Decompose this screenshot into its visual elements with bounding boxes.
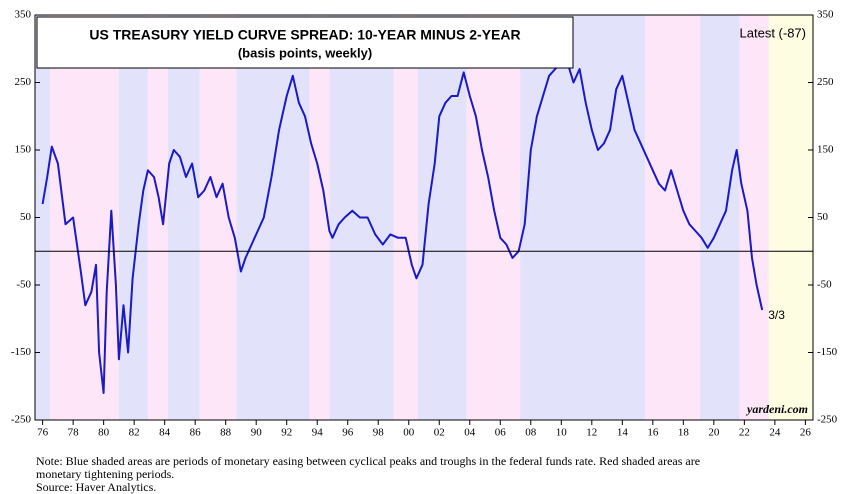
shaded-band — [309, 15, 330, 420]
shaded-band — [768, 15, 813, 420]
x-tick-label: 94 — [312, 427, 324, 439]
y-tick-label: -250 — [11, 414, 32, 426]
y2-tick-label: 250 — [817, 76, 834, 88]
x-tick-label: 12 — [586, 427, 597, 439]
shaded-band — [35, 15, 51, 420]
title-box — [36, 16, 574, 69]
x-tick-label: 06 — [495, 427, 507, 439]
y2-tick-label: -250 — [817, 414, 838, 426]
x-tick-label: 80 — [98, 427, 110, 439]
y2-tick-label: -50 — [817, 279, 832, 291]
chart-subtitle: (basis points, weekly) — [238, 45, 372, 60]
latest-label: Latest (-87) — [740, 25, 806, 40]
note-line: Note: Blue shaded areas are periods of m… — [36, 454, 700, 468]
x-tick-label: 14 — [617, 427, 629, 439]
x-tick-label: 02 — [434, 427, 445, 439]
x-tick-label: 00 — [403, 427, 415, 439]
shaded-band — [417, 15, 467, 420]
x-tick-label: 18 — [678, 427, 690, 439]
y-tick-label: -50 — [16, 279, 31, 291]
x-tick-label: 16 — [647, 427, 659, 439]
bands — [35, 15, 813, 420]
x-tick-label: 96 — [342, 427, 354, 439]
plot — [41, 61, 764, 394]
source-mark: yardeni.com — [745, 402, 808, 416]
x-tick-label: 08 — [525, 427, 537, 439]
y-tick-label: 150 — [15, 144, 32, 156]
note-line: monetary tightening periods. — [36, 467, 174, 481]
x-tick-label: 92 — [281, 427, 292, 439]
shaded-band — [520, 15, 646, 420]
x-tick-label: 22 — [739, 427, 750, 439]
shaded-band — [393, 15, 418, 420]
shaded-band — [466, 15, 521, 420]
shaded-band — [147, 15, 168, 420]
x-tick-label: 78 — [68, 427, 80, 439]
x-tick-label: 84 — [159, 427, 171, 439]
y2-tick-label: 350 — [817, 9, 834, 21]
shaded-band — [167, 15, 200, 420]
y2-tick-label: 150 — [817, 144, 834, 156]
y2-tick-label: -150 — [817, 346, 838, 358]
shaded-band — [700, 15, 740, 420]
y2-tick-label: 50 — [817, 211, 829, 223]
shaded-band — [236, 15, 310, 420]
x-tick-label: 90 — [251, 427, 263, 439]
x-tick-label: 82 — [129, 427, 140, 439]
series-line — [41, 61, 764, 394]
shaded-band — [50, 15, 119, 420]
note-line: Source: Haver Analytics. — [36, 480, 156, 494]
y-tick-label: -150 — [11, 346, 32, 358]
shaded-band — [199, 15, 237, 420]
shaded-band — [118, 15, 148, 420]
chart-title: US TREASURY YIELD CURVE SPREAD: 10-YEAR … — [89, 27, 520, 43]
x-tick-label: 86 — [190, 427, 202, 439]
x-tick-label: 76 — [37, 427, 49, 439]
x-tick-label: 24 — [769, 427, 781, 439]
x-tick-label: 98 — [373, 427, 385, 439]
y-tick-label: 250 — [15, 76, 32, 88]
x-tick-label: 04 — [464, 427, 476, 439]
shaded-band — [739, 15, 769, 420]
x-tick-label: 88 — [220, 427, 232, 439]
end-label: 3/3 — [768, 308, 785, 322]
x-tick-label: 26 — [800, 427, 812, 439]
shaded-band — [645, 15, 701, 420]
x-tick-label: 20 — [708, 427, 720, 439]
x-tick-label: 10 — [556, 427, 568, 439]
y-tick-label: 50 — [20, 211, 32, 223]
y-tick-label: 350 — [15, 9, 32, 21]
